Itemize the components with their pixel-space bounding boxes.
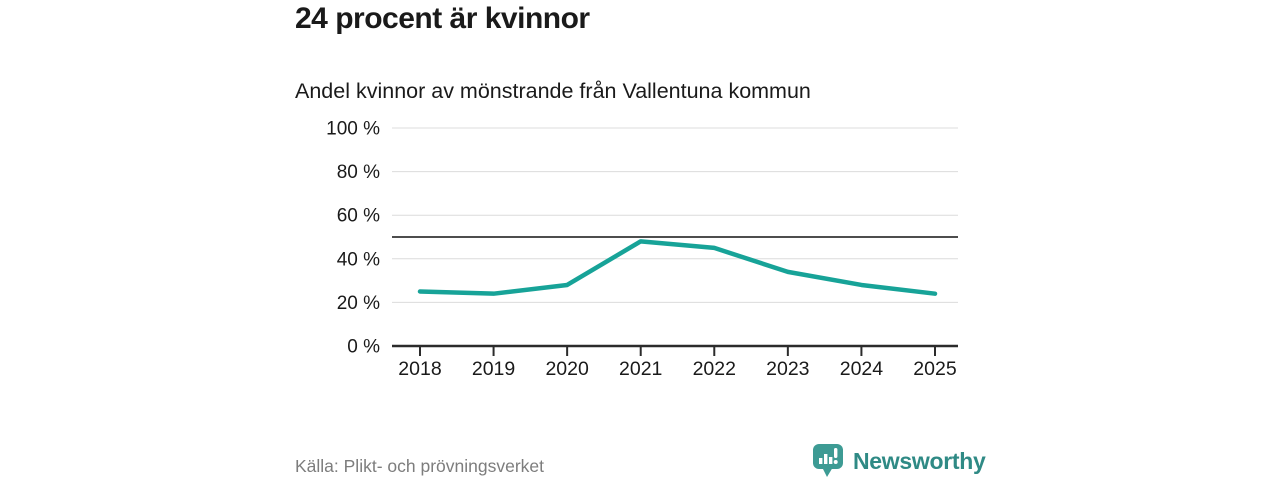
y-tick-label: 60 % <box>337 206 380 227</box>
x-tick-label: 2025 <box>913 358 957 380</box>
x-tick-label: 2023 <box>766 358 809 380</box>
x-tick-label: 2024 <box>840 358 884 380</box>
page-title: 24 procent är kvinnor <box>295 2 590 35</box>
bar-chart-bar-medium <box>829 457 833 464</box>
line-chart: 0 % 20 % 40 % 60 % 80 % 100 % 2018 2019 2020 2021… <box>326 119 958 380</box>
y-tick-label: 0 % <box>347 337 380 358</box>
speech-bubble-shape <box>813 444 843 469</box>
chart-subtitle: Andel kvinnor av mönstrande från Vallent… <box>295 79 811 103</box>
newsworthy-logo-icon <box>813 444 843 477</box>
brand-name: Newsworthy <box>853 447 986 474</box>
data-series-line <box>417 239 938 296</box>
speech-bubble-tail <box>822 467 833 477</box>
x-tick-label: 2019 <box>472 358 515 380</box>
bar-chart-bar-tall <box>824 454 828 464</box>
x-tick-label: 2022 <box>693 358 736 380</box>
x-tick-label: 2018 <box>398 358 441 380</box>
exclamation-dot <box>833 460 838 464</box>
bar-chart-bar-small <box>819 458 823 464</box>
brand-logo: Newsworthy <box>812 443 986 478</box>
x-tick-label: 2021 <box>619 358 662 380</box>
exclamation-stalk <box>834 448 838 458</box>
y-tick-label: 40 % <box>337 249 380 270</box>
y-tick-label: 100 % <box>326 119 380 140</box>
y-tick-label: 80 % <box>337 162 380 183</box>
source-attribution: Källa: Plikt- och prövningsverket <box>295 456 544 476</box>
x-tick-label: 2020 <box>545 358 589 380</box>
y-tick-label: 20 % <box>337 293 380 314</box>
